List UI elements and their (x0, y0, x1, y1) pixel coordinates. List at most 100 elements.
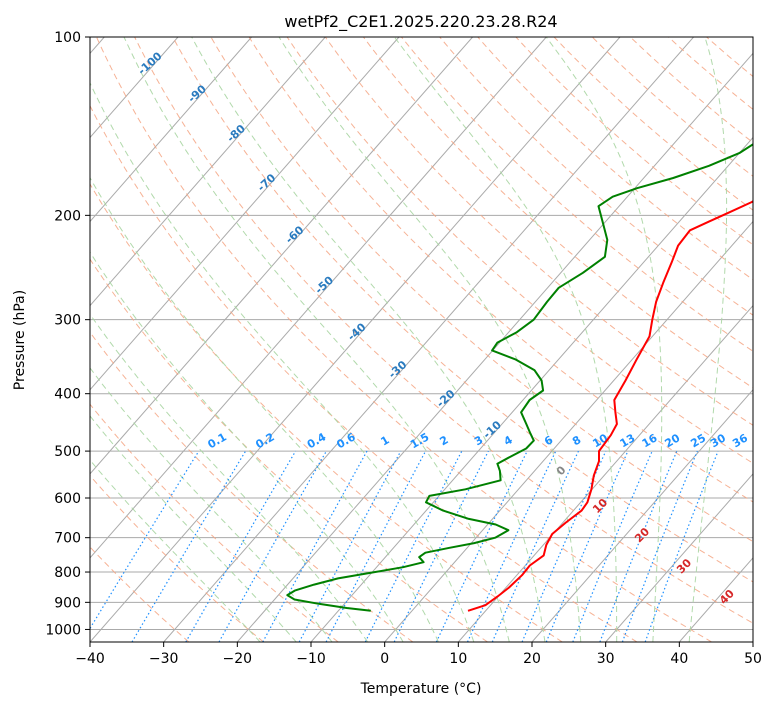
plot-area: -100-90-80-70-60-50-40-30-20-10 0.1 0.2 0.… (90, 37, 753, 642)
mixing-ratio-line (131, 450, 247, 642)
isotherm-line (384, 220, 753, 642)
y-tick-label: 500 (54, 444, 81, 460)
x-tick-label: −10 (296, 651, 326, 667)
mixing-ratio-line (90, 450, 200, 630)
x-axis-ticks: −40 −30 −20 −10 0 10 20 30 40 50 (75, 642, 762, 667)
dewpoint-line (286, 143, 753, 612)
y-tick-label: 1000 (45, 622, 81, 638)
mixing-ratio-line (262, 450, 368, 642)
mixing-ratio-label: 1 (379, 433, 392, 448)
x-tick-label: −30 (149, 651, 179, 667)
mixing-ratio-line (185, 450, 297, 642)
y-axis-title: Pressure (hPa) (12, 290, 28, 390)
mixing-ratio-label: 2 (437, 433, 450, 448)
mixing-ratio-label: 36 (730, 431, 750, 450)
moist-adiabat (123, 37, 510, 642)
isotherm-line (678, 557, 753, 642)
isotherm-line (90, 37, 547, 559)
y-tick-label: 800 (54, 565, 81, 581)
moist-adiabat (90, 81, 475, 642)
mixing-ratio-label: 16 (640, 431, 660, 450)
dry-adiabat (90, 331, 414, 642)
isotherm-line (531, 388, 753, 642)
mixing-ratio-label: 8 (570, 433, 583, 448)
y-tick-label: 100 (54, 30, 81, 46)
isotherm-label: -40 (345, 320, 369, 343)
y-tick-label: 900 (54, 595, 81, 611)
mixing-ratio-line (545, 450, 629, 642)
dry-adiabat (90, 546, 190, 642)
mixing-ratio-label: 13 (618, 431, 638, 450)
moist-adiabat (191, 37, 546, 642)
dry-adiabat (439, 37, 753, 316)
x-tick-label: 30 (597, 651, 615, 667)
mixing-ratio-line (621, 450, 698, 642)
dry-adiabat (90, 104, 638, 642)
dry-adiabat (363, 37, 753, 389)
moist-adiabat (90, 367, 333, 642)
dry-adiabat (90, 183, 563, 642)
isotherm-line (90, 37, 252, 223)
dry-adiabat (96, 37, 712, 642)
moist-adiabat (545, 37, 663, 642)
isotherm-line (310, 136, 753, 642)
moist-adiabat (278, 37, 582, 642)
mixing-ratio-line (393, 450, 489, 642)
isotherm-label: -90 (185, 82, 209, 105)
dry-adiabat (668, 37, 753, 110)
adiabat-label: 20 (632, 525, 652, 545)
mixing-ratio-line (491, 450, 580, 642)
y-tick-label: 300 (54, 313, 81, 329)
y-tick-label: 600 (54, 491, 81, 507)
dry-adiabat (591, 37, 753, 177)
mixing-ratio-lines (90, 450, 719, 642)
dry-adiabat (553, 37, 753, 211)
x-tick-label: −40 (75, 651, 105, 667)
isotherm-label: -30 (386, 358, 410, 381)
dry-adiabat (248, 37, 753, 503)
isotherm-lines (90, 37, 753, 642)
mixing-ratio-label: 0.4 (305, 430, 329, 451)
isotherm-label: -60 (283, 223, 307, 246)
mixing-ratio-labels: 0.1 0.2 0.4 0.6 1 1.5 2 3 4 6 8 10 13 16 20 25 30 36 (205, 430, 750, 451)
dry-adiabat (172, 37, 753, 583)
mixing-ratio-label: 25 (688, 431, 708, 450)
isotherm-line (90, 37, 473, 475)
isotherm-labels: -100-90-80-70-60-50-40-30-20-10 (135, 49, 504, 441)
y-tick-label: 200 (54, 208, 81, 224)
chart-title: wetPf2_C2E1.2025.220.23.28.R24 (284, 12, 557, 32)
plot-frame (89, 36, 754, 643)
dry-adiabat (515, 37, 753, 246)
isotherm-label: -100 (135, 49, 164, 77)
y-axis-ticks: 100 200 300 400 500 600 700 800 900 1000 (45, 30, 90, 638)
moist-adiabat (90, 415, 297, 642)
mixing-ratio-label: 6 (542, 433, 555, 448)
dry-adiabat (629, 37, 753, 144)
x-tick-label: 50 (744, 651, 762, 667)
x-tick-label: 40 (670, 651, 688, 667)
moist-adiabats (90, 37, 728, 642)
y-tick-label: 400 (54, 387, 81, 403)
isotherm-line (457, 304, 753, 642)
mixing-ratio-label: 4 (502, 433, 515, 448)
adiabat-label: 10 (590, 496, 610, 516)
dry-adiabat (286, 37, 753, 464)
isobar-gridlines (90, 37, 753, 630)
y-tick-label: 700 (54, 531, 81, 547)
mixing-ratio-label: 20 (663, 431, 683, 450)
mixing-ratio-line (435, 450, 528, 642)
mixing-ratio-line (325, 450, 427, 642)
isotherm-line (90, 37, 621, 642)
mixing-ratio-line (298, 450, 402, 642)
mixing-ratio-label: 0.6 (334, 430, 358, 451)
dry-adiabats (90, 37, 753, 642)
moist-adiabat (688, 37, 728, 642)
isotherm-line (605, 473, 753, 642)
mixing-ratio-label: 30 (708, 431, 728, 450)
dry-adiabat (706, 37, 753, 78)
isotherm-label: -80 (224, 122, 248, 145)
dry-adiabat (324, 37, 753, 426)
series-lines (286, 143, 753, 612)
adiabat-label: 40 (717, 587, 737, 607)
